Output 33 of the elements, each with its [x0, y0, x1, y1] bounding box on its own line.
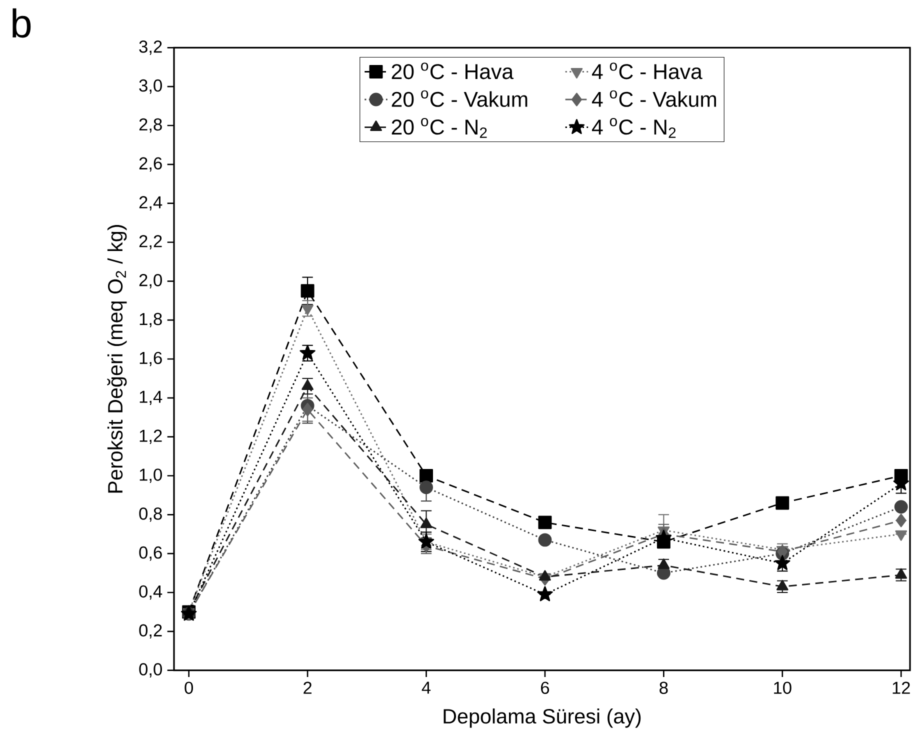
y-tick-label: 0,2 — [139, 624, 162, 639]
y-tick-label: 1,6 — [140, 352, 162, 366]
y-tick-label: 1,2 — [140, 430, 162, 444]
x-tick-label: 2 — [304, 682, 312, 694]
x-axis-title: Depolama Süresi (ay) — [444, 708, 641, 728]
y-tick-label: 2,0 — [139, 274, 162, 288]
y-tick-label: 3,2 — [139, 40, 162, 55]
y-tick-label: 3,0 — [139, 79, 162, 94]
y-tick-label: 1,0 — [140, 468, 162, 483]
x-tick-label: 12 — [892, 682, 910, 694]
legend-label: 4 $^{o}$C - Vakum — [592, 90, 716, 107]
x-tick-label: 0 — [184, 682, 193, 694]
y-tick-label: 0,4 — [139, 585, 162, 600]
y-tick-label: 2,6 — [139, 157, 162, 172]
y-tick-label: 2,4 — [139, 196, 162, 210]
y-axis-title: Peroksit Değeri (meq O$_{2}$ / kg) — [107, 225, 127, 493]
y-tick-label: 0,6 — [139, 546, 162, 561]
chart-title: b — [12, 8, 31, 38]
y-tick-label: 0,8 — [139, 507, 162, 522]
x-tick-label: 6 — [541, 682, 550, 694]
x-tick-label: 8 — [660, 682, 668, 694]
legend-label: 20 $^{o}$C - N$_{2}$ — [392, 118, 487, 138]
y-tick-label: 1,8 — [140, 312, 162, 328]
y-tick-label: 2,8 — [139, 118, 162, 133]
y-tick-label: 1,4 — [140, 390, 162, 405]
legend-label: 20 $^{o}$C - Vakum — [392, 90, 528, 107]
x-tick-label: 10 — [774, 682, 792, 694]
legend-label: 20 $^{o}$C - Hava — [392, 62, 514, 80]
legend-label: 4 $^{o}$C - N$_{2}$ — [592, 118, 676, 138]
y-tick-label: 2,2 — [139, 235, 162, 250]
y-tick-label: 0,0 — [139, 663, 162, 678]
legend-label: 4 $^{o}$C - Hava — [592, 62, 702, 80]
x-tick-label: 4 — [422, 682, 431, 694]
